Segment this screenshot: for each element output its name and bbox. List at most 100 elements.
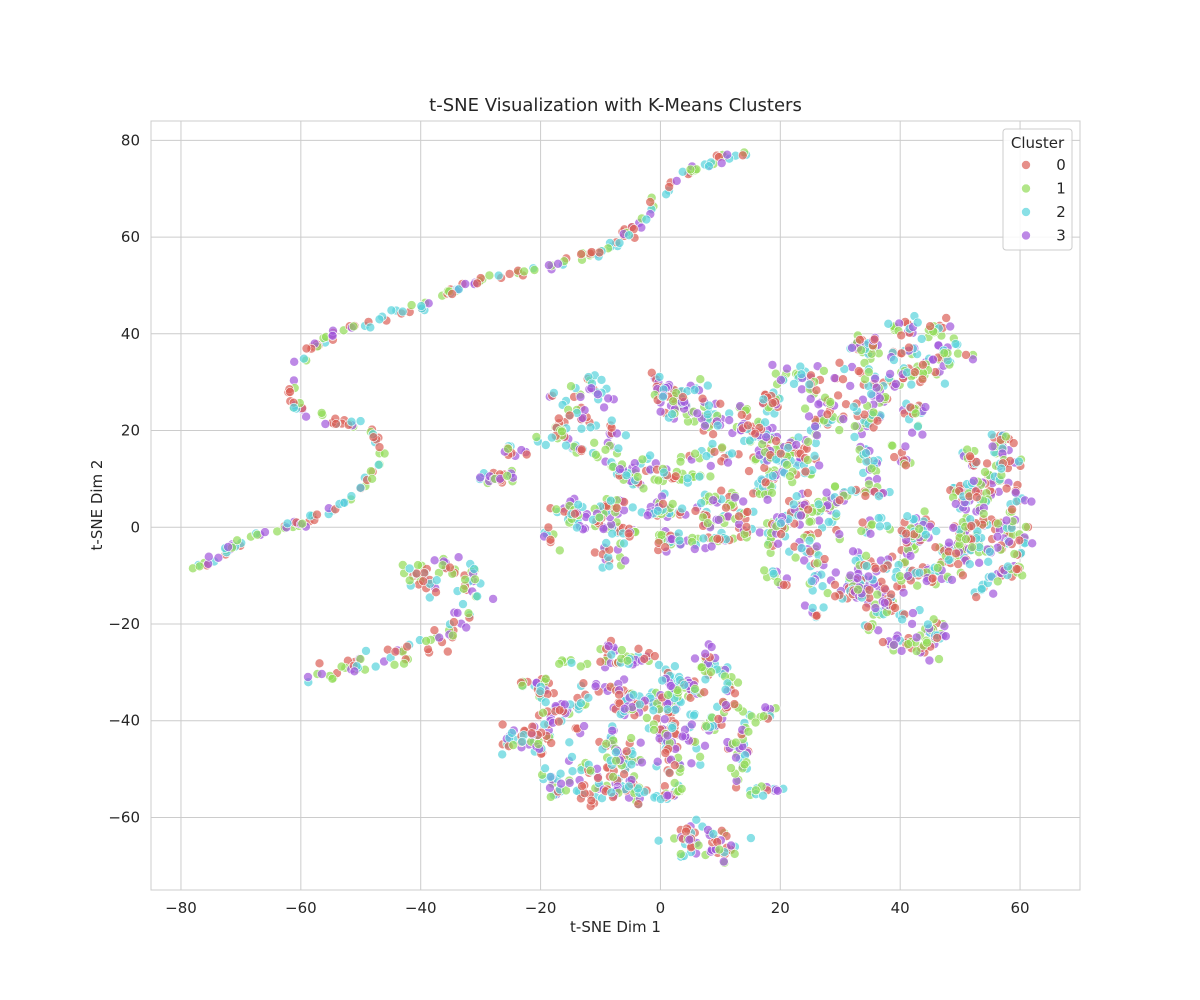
cluster-3-point <box>891 379 901 389</box>
cluster-0-point <box>778 580 789 590</box>
cluster-2-point <box>628 689 639 700</box>
chart-title: t-SNE Visualization with K-Means Cluster… <box>429 95 802 116</box>
cluster-2-point <box>621 430 631 441</box>
cluster-2-point <box>984 546 995 557</box>
cluster-2-point <box>346 491 357 501</box>
cluster-2-point <box>545 772 556 782</box>
cluster-0-point <box>553 413 564 424</box>
cluster-0-point <box>623 528 634 539</box>
cluster-1-point <box>601 738 612 749</box>
cluster-2-point <box>823 517 834 527</box>
cluster-2-point <box>883 318 894 329</box>
cluster-0-point <box>971 492 982 503</box>
cluster-0-point <box>721 502 731 513</box>
cluster-1-point <box>730 737 741 748</box>
cluster-1-point <box>194 561 205 572</box>
cluster-2-point <box>613 443 624 454</box>
cluster-0-point <box>593 773 603 783</box>
cluster-2-point <box>943 555 954 565</box>
cluster-1-point <box>750 717 761 728</box>
cluster-0-point <box>712 533 723 544</box>
cluster-3-point <box>722 149 733 160</box>
cluster-1-point <box>458 583 469 594</box>
cluster-3-point <box>907 427 917 438</box>
cluster-3-point <box>553 258 563 269</box>
cluster-2-point <box>648 705 659 716</box>
x-tick-label: 20 <box>771 899 790 917</box>
cluster-3-point <box>1010 487 1021 498</box>
cluster-2-point <box>564 737 575 748</box>
cluster-1-point <box>585 765 596 776</box>
cluster-0-point <box>869 334 880 345</box>
cluster-0-point <box>521 449 532 460</box>
cluster-3-point <box>635 737 646 748</box>
cluster-3-point <box>1027 538 1037 549</box>
cluster-3-point <box>767 360 778 370</box>
legend: Cluster 0 1 2 3 <box>1002 128 1073 251</box>
cluster-1-point <box>800 403 810 414</box>
cluster-3-point <box>590 681 601 692</box>
cluster-0-point <box>614 689 624 700</box>
cluster-1-point <box>675 849 686 859</box>
cluster-1-point <box>695 374 706 385</box>
cluster-2-point <box>758 394 769 405</box>
cluster-0-point <box>734 511 744 522</box>
cluster-0-point <box>811 610 822 621</box>
cluster-3-point <box>874 393 885 404</box>
cluster-2-point <box>458 599 468 609</box>
cluster-1-point <box>1001 431 1011 442</box>
y-tick-label: 0 <box>130 518 140 536</box>
cluster-2-point <box>775 518 786 529</box>
cluster-0-point <box>314 658 325 669</box>
cluster-3-point <box>871 382 882 393</box>
cluster-3-point <box>872 474 882 484</box>
cluster-1-point <box>934 654 944 664</box>
cluster-3-point <box>992 531 1003 542</box>
cluster-1-point <box>867 519 877 530</box>
cluster-3-point <box>637 757 647 768</box>
cluster-1-point <box>690 684 700 694</box>
cluster-2-point <box>540 440 551 450</box>
cluster-3-point <box>603 393 614 404</box>
cluster-2-point <box>906 379 917 390</box>
cluster-2-point <box>634 699 645 710</box>
cluster-0-point <box>669 760 680 771</box>
legend-label-cluster-3: 3 <box>1056 227 1066 245</box>
cluster-2-point <box>931 526 942 536</box>
cluster-3-point <box>690 653 700 664</box>
cluster-2-point <box>996 463 1007 474</box>
cluster-0-point <box>982 458 992 469</box>
x-tick-label: −80 <box>165 899 197 917</box>
cluster-2-point <box>976 583 987 594</box>
cluster-1-point <box>705 471 716 482</box>
cluster-1-point <box>887 440 898 451</box>
cluster-3-point <box>805 394 816 404</box>
cluster-3-point <box>671 176 682 186</box>
cluster-1-point <box>743 726 754 737</box>
cluster-1-point <box>591 449 601 460</box>
cluster-3-point <box>761 432 772 443</box>
cluster-3-point <box>721 700 731 710</box>
cluster-1-point <box>702 518 713 528</box>
cluster-2-point <box>361 646 371 656</box>
cluster-3-point <box>461 622 472 633</box>
cluster-0-point <box>1007 504 1017 515</box>
cluster-1-point <box>1021 522 1031 532</box>
cluster-0-point <box>619 769 629 780</box>
cluster-3-point <box>863 571 874 582</box>
cluster-1-point <box>557 426 567 437</box>
cluster-2-point <box>768 568 779 579</box>
cluster-0-point <box>951 548 961 559</box>
cluster-2-point <box>674 535 685 546</box>
cluster-1-point <box>653 475 664 486</box>
cluster-3-point <box>812 541 822 552</box>
cluster-0-point <box>838 374 848 385</box>
cluster-3-point <box>488 594 498 604</box>
cluster-1-point <box>297 518 308 529</box>
cluster-1-point <box>910 408 921 419</box>
x-tick-labels: −80 −60 −40 −20 0 20 40 60 <box>165 899 1029 917</box>
cluster-0-point <box>564 410 575 421</box>
cluster-0-point <box>736 409 747 420</box>
cluster-0-point <box>966 521 977 531</box>
